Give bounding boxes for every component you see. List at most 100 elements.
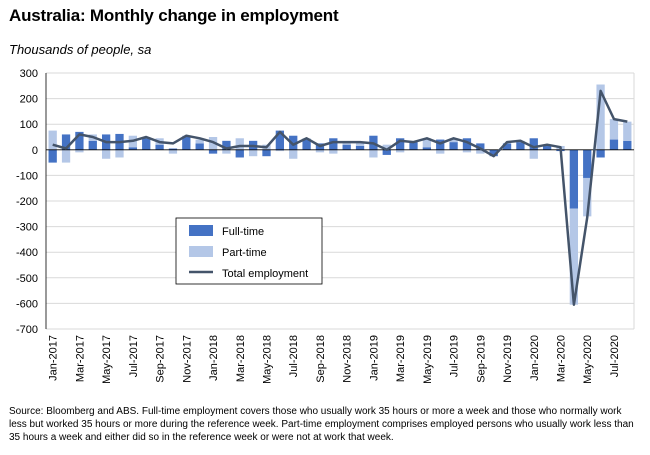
- bar-full-time: [436, 139, 445, 150]
- bar-part-time: [449, 138, 458, 143]
- y-tick-label: -500: [16, 273, 38, 285]
- bar-full-time: [609, 139, 619, 150]
- legend: Full-time Part-time Total employment: [175, 217, 323, 285]
- total-employment-line: [52, 89, 628, 306]
- legend-swatch-part-time: [189, 246, 213, 257]
- x-tick-label: Jul-2019: [449, 335, 461, 377]
- x-tick-label: Jul-2017: [128, 335, 140, 377]
- bar-full-time: [489, 149, 498, 157]
- bar-part-time: [195, 139, 204, 144]
- bar-part-time: [168, 149, 178, 154]
- bar-part-time: [275, 149, 285, 152]
- bar-series: [48, 84, 632, 305]
- bar-full-time: [302, 139, 311, 150]
- bar-full-time: [516, 142, 525, 150]
- x-tick-label: Sep-2019: [475, 335, 487, 383]
- legend-label-total-employment: Total employment: [222, 268, 308, 280]
- bar-full-time: [235, 149, 244, 158]
- bar-part-time: [529, 149, 538, 159]
- chart-subtitle: Thousands of people, sa: [9, 42, 152, 57]
- x-tick-label: Jan-2017: [48, 335, 60, 381]
- x-tick-label: Jul-2020: [609, 335, 621, 377]
- bar-full-time: [529, 138, 538, 150]
- bar-full-time: [222, 140, 231, 150]
- bar-part-time: [476, 149, 485, 154]
- x-tick-label: Jan-2019: [368, 335, 380, 381]
- x-tick-label: May-2018: [262, 335, 274, 384]
- legend-label-part-time: Part-time: [222, 247, 267, 259]
- bar-part-time: [329, 149, 338, 154]
- bar-full-time: [75, 131, 84, 150]
- x-tick-label: Sep-2018: [315, 335, 327, 383]
- bar-part-time: [609, 119, 619, 140]
- bar-full-time: [409, 142, 418, 150]
- y-tick-label: -300: [16, 222, 38, 234]
- y-tick-label: -400: [16, 247, 38, 259]
- bar-full-time: [168, 148, 178, 150]
- x-tick-label: Mar-2020: [556, 335, 568, 382]
- bar-part-time: [61, 149, 71, 163]
- bar-full-time: [262, 149, 271, 157]
- bar-full-time: [583, 149, 592, 178]
- bar-full-time: [182, 137, 191, 150]
- x-tick-label: May-2020: [582, 335, 594, 384]
- bar-full-time: [623, 140, 632, 150]
- bar-full-time: [61, 134, 71, 150]
- bar-part-time: [583, 177, 592, 217]
- x-tick-label: Mar-2018: [235, 335, 247, 382]
- bar-part-time: [248, 149, 258, 157]
- bar-full-time: [128, 147, 138, 150]
- y-tick-label: -100: [16, 170, 38, 182]
- bar-full-time: [382, 149, 391, 155]
- y-tick-label: -600: [16, 298, 38, 310]
- bar-part-time: [235, 138, 244, 150]
- x-tick-label: Jul-2018: [288, 335, 300, 377]
- bar-full-time: [155, 144, 164, 150]
- y-tick-label: 100: [20, 119, 38, 131]
- x-tick-label: Nov-2019: [502, 335, 514, 383]
- y-tick-label: 0: [32, 145, 38, 157]
- bar-part-time: [101, 149, 111, 159]
- bar-full-time: [289, 135, 298, 150]
- grid-lines: [45, 72, 635, 330]
- bar-full-time: [195, 143, 204, 150]
- bar-part-time: [623, 121, 632, 141]
- x-tick-label: Jan-2020: [529, 335, 541, 381]
- bar-part-time: [342, 142, 351, 145]
- bar-part-time: [462, 149, 472, 153]
- bar-full-time: [355, 145, 365, 150]
- x-tick-label: Mar-2019: [395, 335, 407, 382]
- x-tick-label: Sep-2017: [155, 335, 167, 383]
- chart-title: Australia: Monthly change in employment: [9, 6, 339, 25]
- x-tick-label: May-2017: [101, 335, 113, 384]
- legend-swatch-full-time: [189, 225, 213, 236]
- x-tick-label: Jan-2018: [208, 335, 220, 381]
- x-axis-tick-labels: Jan-2017 Mar-2017 May-2017 Jul-2017 Sep-2017…: [48, 335, 621, 384]
- bar-full-time: [142, 138, 151, 150]
- bar-part-time: [422, 138, 432, 148]
- bar-part-time: [382, 144, 391, 150]
- bar-part-time: [222, 149, 231, 154]
- bar-full-time: [342, 144, 351, 150]
- bar-part-time: [75, 149, 84, 153]
- bar-full-time: [208, 149, 218, 154]
- bar-part-time: [436, 149, 445, 154]
- bar-full-time: [449, 142, 458, 150]
- bar-full-time: [422, 147, 432, 150]
- x-tick-label: Mar-2017: [74, 335, 86, 382]
- bar-full-time: [569, 149, 579, 209]
- bar-full-time: [395, 138, 405, 150]
- y-tick-label: 300: [20, 68, 38, 80]
- line-total-employment: [52, 89, 628, 306]
- bar-part-time: [369, 149, 378, 158]
- y-tick-label: -200: [16, 196, 38, 208]
- bar-part-time: [596, 84, 605, 150]
- bar-full-time: [88, 140, 97, 150]
- bar-full-time: [502, 143, 512, 150]
- bar-part-time: [395, 149, 405, 153]
- legend-label-full-time: Full-time: [222, 226, 264, 238]
- x-tick-label: Nov-2017: [181, 335, 193, 383]
- bar-full-time: [542, 144, 552, 150]
- bar-part-time: [48, 130, 57, 150]
